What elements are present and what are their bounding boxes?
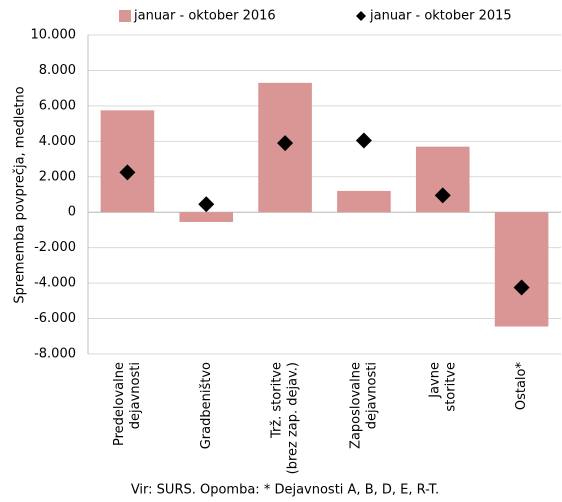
y-tick-label: 6.000 xyxy=(39,98,76,113)
footnote: Vir: SURS. Opomba: * Dejavnosti A, B, D,… xyxy=(131,483,439,498)
legend-swatch xyxy=(356,11,366,21)
legend-label: januar - oktober 2016 xyxy=(133,9,276,24)
x-tick-label: storitve xyxy=(443,362,458,412)
y-tick-label: -4.000 xyxy=(34,276,76,291)
legend-label: januar - oktober 2015 xyxy=(369,9,512,24)
legend-swatch xyxy=(119,10,131,22)
y-tick-label: 4.000 xyxy=(39,134,76,149)
bar xyxy=(337,190,391,213)
marker xyxy=(434,187,451,204)
x-tick-label: Ostalo* xyxy=(514,362,529,411)
x-tick-label: (brez zap. dejav.) xyxy=(286,362,301,474)
x-tick-label: Zaposlovalne xyxy=(348,362,363,449)
x-tick-label: Gradbeništvo xyxy=(199,362,214,449)
y-tick-label: -2.000 xyxy=(34,240,76,255)
bar xyxy=(100,110,155,213)
marker xyxy=(277,135,294,152)
y-tick-label: -8.000 xyxy=(34,347,76,362)
marker xyxy=(119,164,136,181)
bar xyxy=(494,212,549,327)
y-tick-label: 2.000 xyxy=(39,169,76,184)
marker xyxy=(355,132,372,149)
y-tick-label: 10.000 xyxy=(31,28,77,43)
y-tick-label: -6.000 xyxy=(34,311,76,326)
x-tick-label: Trž. storitve xyxy=(270,362,285,439)
x-tick-label: dejavnosti xyxy=(364,362,379,429)
marker xyxy=(198,196,215,213)
bar xyxy=(179,212,234,222)
x-tick-label: Javne xyxy=(427,362,442,399)
y-tick-label: 8.000 xyxy=(39,63,76,78)
x-tick-label: dejavnosti xyxy=(128,362,143,429)
marker xyxy=(513,279,530,296)
y-axis-title: Sprememba povprečja, medletno xyxy=(13,86,28,303)
x-tick-label: Predelovalne xyxy=(112,362,127,446)
y-tick-label: 0 xyxy=(68,205,76,220)
